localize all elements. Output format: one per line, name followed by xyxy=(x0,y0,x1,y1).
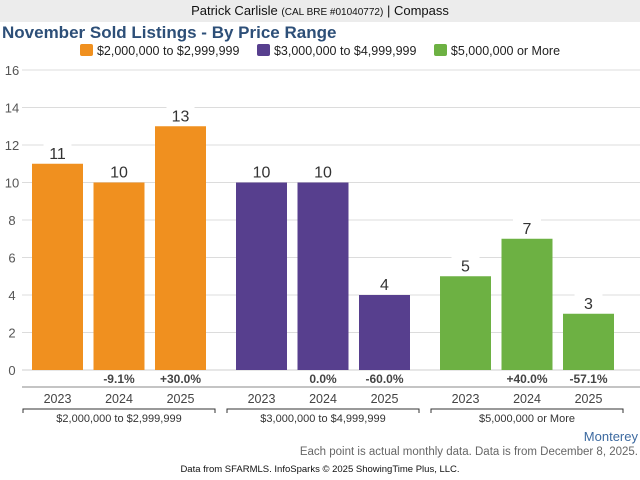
group-bracket xyxy=(430,408,624,413)
data-label: 10 xyxy=(253,165,271,182)
x-tick-label: 2023 xyxy=(452,392,480,406)
data-label-bg xyxy=(43,143,72,162)
change-label: -9.1% xyxy=(103,372,135,386)
data-label: 10 xyxy=(110,165,128,182)
chart-legend: $2,000,000 to $2,999,999 $3,000,000 to $… xyxy=(0,44,640,58)
data-label: 10 xyxy=(314,165,332,182)
data-label-bg xyxy=(247,162,276,181)
license-number: (CAL BRE #01040772) xyxy=(281,7,384,18)
legend-item-5m-plus[interactable]: $5,000,000 or More xyxy=(433,44,561,58)
data-note: Each point is actual monthly data. Data … xyxy=(299,446,638,458)
bar xyxy=(501,238,553,370)
data-label-bg xyxy=(166,106,195,125)
change-label: -57.1% xyxy=(569,372,607,386)
legend-swatch-orange xyxy=(79,44,93,56)
region-label[interactable]: Monterey xyxy=(583,429,638,444)
legend-label: $2,000,000 to $2,999,999 xyxy=(96,44,240,58)
x-tick-label: 2025 xyxy=(167,392,195,406)
data-label-bg xyxy=(370,275,399,293)
change-label: -60.0% xyxy=(365,372,403,386)
x-tick-label: 2024 xyxy=(309,392,337,406)
data-label: 11 xyxy=(49,146,66,163)
bar xyxy=(359,295,410,370)
bar xyxy=(297,182,349,370)
x-tick-label: 2025 xyxy=(371,392,399,406)
agent-header: Patrick Carlisle (CAL BRE #01040772) | C… xyxy=(0,0,640,22)
data-label: 7 xyxy=(523,221,532,238)
chart-title: November Sold Listings - By Price Range xyxy=(2,23,337,42)
y-tick-label: 12 xyxy=(5,138,19,153)
x-tick-label: 2025 xyxy=(575,392,603,406)
legend-label: $5,000,000 or More xyxy=(450,44,561,58)
group-bracket xyxy=(226,408,420,413)
brokerage-name: Compass xyxy=(393,3,449,18)
bar xyxy=(440,276,491,370)
bar xyxy=(93,182,145,370)
x-tick-label: 2024 xyxy=(513,392,541,406)
x-tick-label: 2024 xyxy=(105,392,133,406)
legend-item-2m-3m[interactable]: $2,000,000 to $2,999,999 xyxy=(79,44,240,58)
legend-label: $3,000,000 to $4,999,999 xyxy=(273,44,417,58)
data-label: 4 xyxy=(380,277,389,294)
y-tick-label: 14 xyxy=(5,101,19,116)
x-tick-label: 2023 xyxy=(248,392,276,406)
y-tick-label: 0 xyxy=(8,363,15,378)
data-label-bg xyxy=(513,218,541,237)
data-label-bg xyxy=(105,162,133,181)
data-label-bg xyxy=(574,293,603,312)
legend-item-3m-5m[interactable]: $3,000,000 to $4,999,999 xyxy=(256,44,417,58)
legend-swatch-purple xyxy=(256,44,270,56)
legend-swatch-green xyxy=(433,44,447,56)
y-tick-label: 4 xyxy=(8,288,15,303)
agent-name: Patrick Carlisle xyxy=(191,3,278,18)
data-label-bg xyxy=(309,162,337,181)
y-tick-label: 16 xyxy=(5,63,19,78)
bar xyxy=(32,163,83,370)
change-label: +30.0% xyxy=(160,372,201,386)
group-label: $3,000,000 to $4,999,999 xyxy=(260,413,385,425)
group-label: $5,000,000 or More xyxy=(479,413,575,425)
y-tick-label: 8 xyxy=(8,213,15,228)
bar xyxy=(563,313,614,370)
bar xyxy=(236,182,287,370)
group-label: $2,000,000 to $2,999,999 xyxy=(56,413,181,425)
data-label: 5 xyxy=(461,258,470,275)
y-tick-label: 6 xyxy=(8,251,15,266)
x-tick-label: 2023 xyxy=(44,392,72,406)
header-separator: | xyxy=(386,3,391,18)
change-label: 0.0% xyxy=(309,372,337,386)
data-label: 13 xyxy=(172,108,190,125)
bar-chart: 0 2 4 6 8 10 12 14 16 11 2023 10 -9.1% 2024 13 +30.0% 20… xyxy=(5,63,640,425)
y-tick-label: 10 xyxy=(5,176,19,191)
data-credit: Data from SFARMLS. InfoSparks © 2025 Sho… xyxy=(180,464,460,475)
y-tick-label: 2 xyxy=(8,326,15,341)
change-label: +40.0% xyxy=(506,372,547,386)
group-bracket xyxy=(22,408,216,413)
data-label: 3 xyxy=(584,296,593,313)
data-label-bg xyxy=(451,256,480,275)
bar xyxy=(155,126,206,370)
